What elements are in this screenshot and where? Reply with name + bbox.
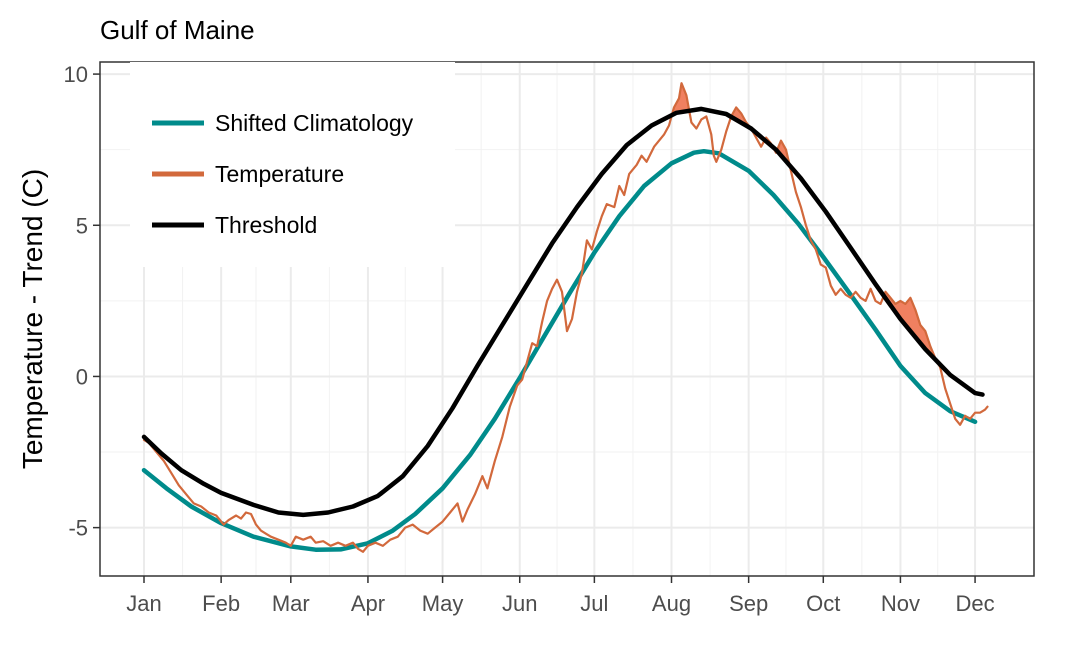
- x-tick-label: Apr: [351, 591, 385, 616]
- x-tick-label: Jul: [580, 591, 608, 616]
- legend: Shifted Climatology Temperature Threshol…: [130, 62, 455, 267]
- y-tick-label: 10: [64, 62, 88, 87]
- y-axis-title: Temperature - Trend (C): [17, 169, 48, 469]
- series-line-temperature: [142, 82, 989, 553]
- x-tick-label: Feb: [202, 591, 240, 616]
- chart-title: Gulf of Maine: [100, 15, 255, 45]
- series-line-threshold: [141, 106, 985, 518]
- x-tick-label: Nov: [881, 591, 920, 616]
- y-tick-label: 0: [76, 364, 88, 389]
- x-tick-label: Oct: [806, 591, 840, 616]
- y-tick-label: -5: [68, 516, 88, 541]
- legend-label-threshold: Threshold: [215, 212, 317, 238]
- x-tick-label: Mar: [272, 591, 310, 616]
- x-axis: Jan Feb Mar Apr May Jun Jul Aug Sep Oct Nov Dec: [126, 576, 995, 616]
- series-layer: [141, 82, 989, 553]
- heatwave-fill: [671, 83, 690, 116]
- x-tick-label: Dec: [956, 591, 995, 616]
- legend-label-temperature: Temperature: [215, 161, 344, 187]
- x-tick-label: May: [422, 591, 464, 616]
- y-tick-label: 5: [76, 213, 88, 238]
- plot-panel-border: [99, 61, 1035, 577]
- x-tick-label: Sep: [729, 591, 768, 616]
- x-tick-label: Jun: [502, 591, 537, 616]
- legend-label-shifted-climatology: Shifted Climatology: [215, 110, 414, 136]
- x-tick-label: Jan: [126, 591, 161, 616]
- x-tick-label: Aug: [652, 591, 691, 616]
- legend-background: [130, 62, 455, 267]
- y-axis: -5 0 5 10: [64, 62, 100, 541]
